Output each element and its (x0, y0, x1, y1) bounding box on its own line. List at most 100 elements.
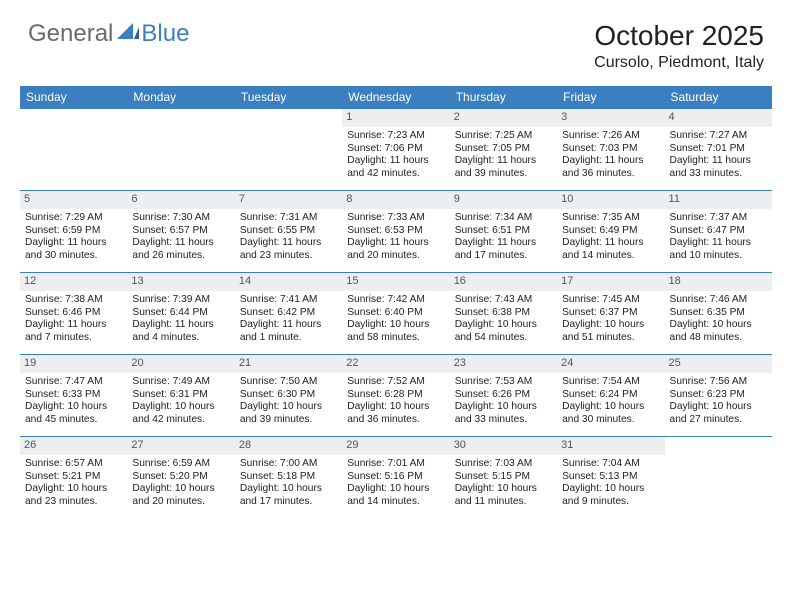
day-info-line: Sunrise: 7:47 AM (25, 376, 122, 389)
day-info-line: Sunrise: 7:38 AM (25, 294, 122, 307)
day-info-line: Daylight: 10 hours and 14 minutes. (347, 483, 444, 509)
day-info-line: Sunset: 6:26 PM (455, 389, 552, 402)
calendar-day-cell: 16Sunrise: 7:43 AMSunset: 6:38 PMDayligh… (450, 273, 557, 355)
day-number: 26 (20, 437, 127, 455)
day-info-line: Daylight: 10 hours and 20 minutes. (132, 483, 229, 509)
day-info-line: Sunrise: 7:29 AM (25, 212, 122, 225)
calendar-day-cell: 18 Sunrise: 7:46 AMSunset: 6:35 PMDayligh… (665, 273, 772, 355)
day-info-line: Sunset: 5:20 PM (132, 471, 229, 484)
day-number: 23 (450, 355, 557, 373)
weekday-header: Friday (557, 86, 664, 109)
day-number: 7 (235, 191, 342, 209)
day-info-line: Sunset: 5:15 PM (455, 471, 552, 484)
calendar-day-cell: 7Sunrise: 7:31 AMSunset: 6:55 PMDaylight… (235, 191, 342, 273)
day-info-line: Sunset: 6:35 PM (670, 307, 767, 320)
day-info-line: Sunset: 6:33 PM (25, 389, 122, 402)
calendar-week-row: 19Sunrise: 7:47 AMSunset: 6:33 PMDayligh… (20, 355, 772, 437)
day-number: 28 (235, 437, 342, 455)
calendar-day-cell: 19Sunrise: 7:47 AMSunset: 6:33 PMDayligh… (20, 355, 127, 437)
day-info-line: Sunset: 6:44 PM (132, 307, 229, 320)
calendar-header-row: SundayMondayTuesdayWednesdayThursdayFrid… (20, 86, 772, 109)
day-number: 12 (20, 273, 127, 291)
weekday-header: Monday (127, 86, 234, 109)
day-info-line: Daylight: 11 hours and 30 minutes. (25, 237, 122, 263)
calendar-day-cell: 9Sunrise: 7:34 AMSunset: 6:51 PMDaylight… (450, 191, 557, 273)
day-info-line: Daylight: 10 hours and 48 minutes. (670, 319, 767, 345)
day-info-line: Daylight: 10 hours and 9 minutes. (562, 483, 659, 509)
calendar-week-row: 1Sunrise: 7:23 AMSunset: 7:06 PMDaylight… (20, 109, 772, 191)
day-number: 25 (665, 355, 772, 373)
day-number: 15 (342, 273, 449, 291)
day-info-line: Daylight: 10 hours and 58 minutes. (347, 319, 444, 345)
day-info-line: Sunrise: 7:54 AM (562, 376, 659, 389)
calendar-day-cell (20, 109, 127, 191)
day-info-line: Sunrise: 7:41 AM (240, 294, 337, 307)
calendar-day-cell: 15 Sunrise: 7:42 AMSunset: 6:40 PMDayligh… (342, 273, 449, 355)
weekday-header: Sunday (20, 86, 127, 109)
day-info-line: Sunset: 5:16 PM (347, 471, 444, 484)
calendar-day-cell: 27Sunrise: 6:59 AMSunset: 5:20 PMDayligh… (127, 437, 234, 519)
day-info-line: Sunrise: 7:53 AM (455, 376, 552, 389)
day-info-line: Daylight: 10 hours and 33 minutes. (455, 401, 552, 427)
day-info-line: Sunrise: 7:33 AM (347, 212, 444, 225)
calendar-day-cell: 8 Sunrise: 7:33 AMSunset: 6:53 PMDaylight… (342, 191, 449, 273)
day-info-line: Sunrise: 7:42 AM (347, 294, 444, 307)
calendar-day-cell: 22Sunrise: 7:52 AMSunset: 6:28 PMDayligh… (342, 355, 449, 437)
day-number: 29 (342, 437, 449, 455)
title-block: October 2025 Cursolo, Piedmont, Italy (594, 20, 764, 72)
day-number: 5 (20, 191, 127, 209)
day-info-line: Daylight: 11 hours and 10 minutes. (670, 237, 767, 263)
day-info-line: Sunset: 6:59 PM (25, 225, 122, 238)
day-info-line: Daylight: 11 hours and 26 minutes. (132, 237, 229, 263)
day-info-line: Sunset: 6:53 PM (347, 225, 444, 238)
day-info-line: Sunset: 6:37 PM (562, 307, 659, 320)
day-info-line: Sunset: 7:05 PM (455, 143, 552, 156)
day-number: 21 (235, 355, 342, 373)
calendar-day-cell: 29 Sunrise: 7:01 AMSunset: 5:16 PMDayligh… (342, 437, 449, 519)
calendar-day-cell: 6Sunrise: 7:30 AMSunset: 6:57 PMDaylight… (127, 191, 234, 273)
day-info-line: Sunrise: 7:39 AM (132, 294, 229, 307)
day-number: 10 (557, 191, 664, 209)
calendar-day-cell: 21Sunrise: 7:50 AMSunset: 6:30 PMDayligh… (235, 355, 342, 437)
calendar-day-cell (235, 109, 342, 191)
calendar-day-cell: 30Sunrise: 7:03 AMSunset: 5:15 PMDayligh… (450, 437, 557, 519)
day-info-line: Sunset: 6:46 PM (25, 307, 122, 320)
day-info-line: Sunset: 6:55 PM (240, 225, 337, 238)
day-info-line: Sunrise: 7:49 AM (132, 376, 229, 389)
calendar-day-cell: 1Sunrise: 7:23 AMSunset: 7:06 PMDaylight… (342, 109, 449, 191)
day-info-line: Sunset: 6:57 PM (132, 225, 229, 238)
day-info-line: Sunrise: 7:04 AM (562, 458, 659, 471)
day-number: 30 (450, 437, 557, 455)
day-info-line: Sunrise: 7:37 AM (670, 212, 767, 225)
day-info-line: Daylight: 11 hours and 36 minutes. (562, 155, 659, 181)
day-info-line: Sunrise: 7:35 AM (562, 212, 659, 225)
day-number: 1 (342, 109, 449, 127)
day-info-line: Sunset: 5:21 PM (25, 471, 122, 484)
day-info-line: Sunrise: 7:46 AM (670, 294, 767, 307)
day-number: 13 (127, 273, 234, 291)
day-info-line: Sunrise: 7:01 AM (347, 458, 444, 471)
calendar-day-cell: 11Sunrise: 7:37 AMSunset: 6:47 PMDayligh… (665, 191, 772, 273)
calendar-day-cell (127, 109, 234, 191)
day-info-line: Sunset: 6:40 PM (347, 307, 444, 320)
day-info-line: Sunset: 6:49 PM (562, 225, 659, 238)
day-number: 3 (557, 109, 664, 127)
day-info-line: Sunrise: 7:45 AM (562, 294, 659, 307)
day-info-line: Daylight: 10 hours and 42 minutes. (132, 401, 229, 427)
calendar-body: 1Sunrise: 7:23 AMSunset: 7:06 PMDaylight… (20, 109, 772, 519)
day-info-line: Sunrise: 7:30 AM (132, 212, 229, 225)
day-info-line: Daylight: 11 hours and 7 minutes. (25, 319, 122, 345)
day-info-line: Sunset: 7:06 PM (347, 143, 444, 156)
day-number: 8 (342, 191, 449, 209)
logo-text-blue: Blue (141, 20, 189, 48)
calendar-day-cell: 3Sunrise: 7:26 AMSunset: 7:03 PMDaylight… (557, 109, 664, 191)
calendar-day-cell: 25Sunrise: 7:56 AMSunset: 6:23 PMDayligh… (665, 355, 772, 437)
day-info-line: Sunset: 5:13 PM (562, 471, 659, 484)
logo-sail-icon (117, 23, 139, 39)
day-info-line: Sunset: 6:51 PM (455, 225, 552, 238)
calendar-week-row: 5Sunrise: 7:29 AMSunset: 6:59 PMDaylight… (20, 191, 772, 273)
weekday-header: Wednesday (342, 86, 449, 109)
day-info-line: Daylight: 11 hours and 20 minutes. (347, 237, 444, 263)
day-number: 18 (665, 273, 772, 291)
day-number: 11 (665, 191, 772, 209)
